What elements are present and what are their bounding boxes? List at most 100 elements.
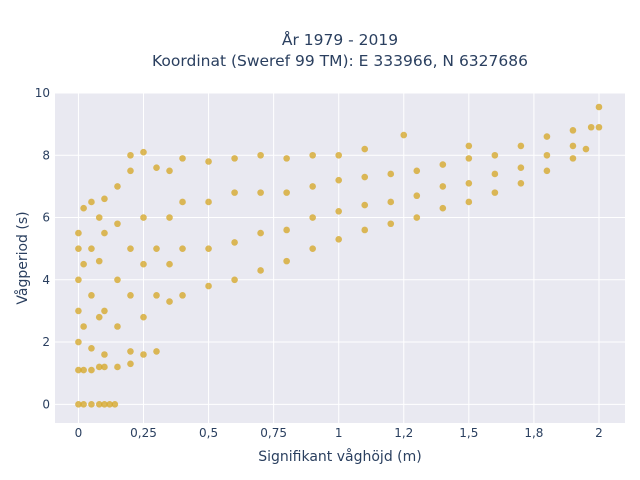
data-point [439, 161, 447, 168]
x-tick-label: 0,5 [199, 426, 218, 440]
data-point [114, 183, 121, 190]
data-point [88, 401, 95, 408]
data-point [80, 260, 87, 268]
data-point [101, 195, 108, 203]
data-point [517, 142, 525, 150]
data-point [127, 360, 134, 368]
data-point [166, 298, 173, 305]
data-point [80, 323, 87, 330]
data-point [106, 401, 113, 408]
data-point [179, 245, 186, 252]
data-point [80, 401, 87, 408]
data-point [283, 226, 290, 234]
data-point [231, 189, 238, 196]
chart-title-line2: Koordinat (Sweref 99 TM): E 333966, N 63… [152, 52, 528, 70]
data-point [465, 198, 473, 206]
data-point [387, 198, 395, 206]
x-tick-label: 1,5 [459, 426, 478, 440]
data-point [95, 313, 103, 321]
data-point [465, 179, 473, 187]
data-point [205, 245, 212, 252]
data-point [595, 123, 603, 131]
data-point [517, 179, 525, 187]
data-point [491, 189, 499, 196]
data-point [205, 282, 212, 290]
data-point [101, 363, 108, 371]
data-point [491, 170, 499, 178]
data-point [309, 151, 316, 159]
data-point [413, 214, 421, 221]
data-point [387, 220, 395, 228]
x-tick-label: 1 [335, 426, 343, 440]
data-point [387, 170, 395, 178]
data-point [153, 348, 160, 355]
x-tick-label: 2 [595, 426, 603, 440]
data-point [140, 214, 147, 221]
plot-area [55, 93, 625, 423]
data-point [231, 239, 238, 246]
data-point [75, 245, 82, 252]
data-point [335, 208, 342, 215]
data-point [361, 201, 369, 209]
data-point [335, 176, 342, 184]
data-point [127, 292, 134, 299]
data-point [283, 155, 290, 162]
data-point [569, 142, 577, 150]
data-point [569, 127, 577, 134]
data-point [140, 260, 147, 268]
data-point [114, 220, 121, 228]
data-point [413, 192, 421, 200]
data-point [153, 245, 160, 252]
data-point [95, 401, 103, 408]
x-tick-label: 0,25 [130, 426, 157, 440]
data-point [205, 198, 212, 206]
x-tick-label: 1,2 [394, 426, 413, 440]
data-point [257, 267, 264, 274]
x-axis-title: Signifikant våghöjd (m) [258, 448, 421, 465]
data-point [166, 260, 173, 268]
data-point [587, 123, 595, 131]
data-point [111, 401, 119, 408]
data-point [101, 351, 108, 358]
data-point [166, 167, 173, 175]
data-point [595, 103, 603, 111]
y-tick-label: 2 [42, 335, 50, 349]
data-point [114, 363, 121, 371]
data-point [179, 198, 186, 206]
data-point [101, 401, 108, 408]
x-tick-label: 0,75 [260, 426, 287, 440]
data-point [153, 292, 160, 299]
data-point [95, 363, 103, 371]
data-point [75, 307, 82, 315]
data-point [335, 151, 342, 159]
data-point [101, 229, 108, 237]
data-point [439, 183, 447, 190]
data-point [413, 167, 421, 175]
data-point [75, 338, 82, 346]
data-point [543, 151, 551, 159]
data-point [88, 344, 95, 352]
data-point [543, 167, 551, 175]
data-point [309, 183, 316, 190]
data-point [127, 167, 134, 175]
data-point [231, 276, 238, 284]
data-point [179, 155, 186, 162]
data-point [465, 142, 473, 150]
data-point [257, 151, 264, 159]
data-point [153, 164, 160, 172]
data-point [257, 229, 264, 237]
data-point [179, 292, 186, 299]
data-point [517, 164, 525, 172]
data-point [283, 257, 290, 265]
y-tick-label: 6 [42, 211, 50, 225]
data-point [309, 214, 316, 221]
data-point [361, 173, 369, 181]
data-point [88, 292, 95, 299]
tick-labels: 0 0,25 0,5 0,75 1 1,2 1,5 1,8 2 0 2 4 6 8 10 [35, 86, 603, 440]
data-point [80, 204, 87, 212]
data-point [95, 257, 103, 265]
data-point [335, 236, 342, 243]
data-point [140, 313, 147, 321]
data-point [75, 229, 82, 237]
